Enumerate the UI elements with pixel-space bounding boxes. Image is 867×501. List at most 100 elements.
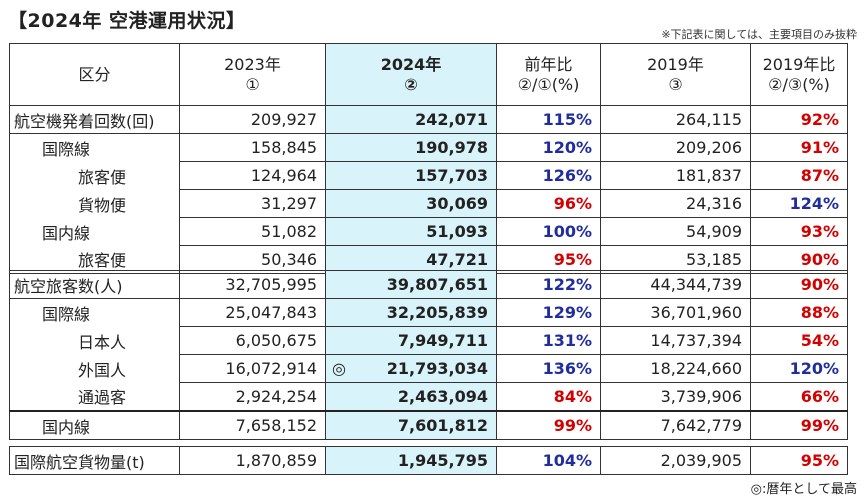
row-label: 貨物便: [9, 189, 180, 218]
row-label: 航空旅客数(人): [9, 270, 180, 299]
cell-2024: 157,703: [325, 161, 497, 190]
cell-yoy: 120%: [496, 133, 601, 162]
table-row: 通過客 2,924,254 2,463,094 84% 3,739,906 66…: [9, 382, 848, 412]
passengers-table: 航空旅客数(人) 32,705,995 39,807,651 122% 44,3…: [9, 270, 848, 440]
cell-2023: 32,705,995: [179, 270, 326, 299]
table-row: 国内線 7,658,152 7,601,812 99% 7,642,779 99…: [9, 410, 848, 440]
aircraft-movements-table: 区分 2023年 ① 2024年 ② 前年比 ②/①(%) 2019年 ③ 2019年比…: [9, 43, 848, 274]
cell-vs2019: 91%: [750, 133, 848, 162]
cell-2023: 31,297: [179, 189, 326, 218]
cell-2024: 7,949,711: [325, 326, 497, 355]
cell-vs2019: 66%: [750, 382, 848, 412]
cell-2019: 24,316: [600, 189, 751, 218]
cell-2023: 25,047,843: [179, 298, 326, 327]
cell-2024: 1,945,795: [325, 446, 497, 475]
cell-vs2019: 54%: [750, 326, 848, 355]
table-row: 貨物便 31,297 30,069 96% 24,316 124%: [9, 189, 848, 218]
cell-2023: 124,964: [179, 161, 326, 190]
cell-yoy: 122%: [496, 270, 601, 299]
table-row: 旅客便 124,964 157,703 126% 181,837 87%: [9, 161, 848, 190]
cell-vs2019: 88%: [750, 298, 848, 327]
header-row: 区分 2023年 ① 2024年 ② 前年比 ②/①(%) 2019年 ③ 2019年比…: [9, 43, 848, 106]
header-2023: 2023年 ①: [179, 43, 326, 106]
cell-2024: ◎ 21,793,034: [325, 354, 497, 383]
cell-2019: 14,737,394: [600, 326, 751, 355]
cell-yoy: 131%: [496, 326, 601, 355]
row-label: 航空機発着回数(回): [9, 105, 180, 134]
header-2019: 2019年 ③: [600, 43, 751, 106]
table-row: 航空旅客数(人) 32,705,995 39,807,651 122% 44,3…: [9, 270, 848, 299]
cell-2024: 30,069: [325, 189, 497, 218]
row-label: 国際線: [9, 133, 180, 162]
cell-yoy: 84%: [496, 382, 601, 412]
cell-2024: 39,807,651: [325, 270, 497, 299]
cell-yoy: 136%: [496, 354, 601, 383]
cell-2024: 32,205,839: [325, 298, 497, 327]
cell-yoy: 104%: [496, 446, 601, 475]
cell-2019: 209,206: [600, 133, 751, 162]
cell-yoy: 100%: [496, 217, 601, 246]
cell-2024: 51,093: [325, 217, 497, 246]
cell-2019: 264,115: [600, 105, 751, 134]
table-row: 国際線 25,047,843 32,205,839 129% 36,701,96…: [9, 298, 848, 327]
table-row: 外国人 16,072,914 ◎ 21,793,034 136% 18,224,6…: [9, 354, 848, 383]
cell-2023: 51,082: [179, 217, 326, 246]
cell-2023: 6,050,675: [179, 326, 326, 355]
table-row: 国内線 51,082 51,093 100% 54,909 93%: [9, 217, 848, 246]
cell-2019: 53,185: [600, 245, 751, 274]
cargo-table: 国際航空貨物量(t) 1,870,859 1,945,795 104% 2,03…: [9, 446, 848, 475]
cell-2019: 36,701,960: [600, 298, 751, 327]
row-label: 国際線: [9, 298, 180, 327]
header-category: 区分: [9, 43, 180, 106]
cell-vs2019: 90%: [750, 270, 848, 299]
row-label: 旅客便: [9, 245, 180, 274]
header-vs2019: 2019年比 ②/③(%): [750, 43, 848, 106]
cell-2023: 50,346: [179, 245, 326, 274]
cell-2023: 16,072,914: [179, 354, 326, 383]
cell-2024: 2,463,094: [325, 382, 497, 412]
table-row: 国際航空貨物量(t) 1,870,859 1,945,795 104% 2,03…: [9, 446, 848, 475]
cell-2024: 190,978: [325, 133, 497, 162]
row-label: 国際航空貨物量(t): [9, 446, 180, 475]
cell-2019: 54,909: [600, 217, 751, 246]
row-label: 国内線: [9, 217, 180, 246]
cell-2023: 2,924,254: [179, 382, 326, 412]
cell-vs2019: 93%: [750, 217, 848, 246]
cell-yoy: 96%: [496, 189, 601, 218]
table-note: ※下記表に関しては、主要項目のみ抜粋: [661, 28, 857, 41]
cell-vs2019: 87%: [750, 161, 848, 190]
cell-vs2019: 95%: [750, 446, 848, 475]
cell-vs2019: 124%: [750, 189, 848, 218]
cell-vs2019: 120%: [750, 354, 848, 383]
cell-2024: 242,071: [325, 105, 497, 134]
cell-2019: 44,344,739: [600, 270, 751, 299]
footnote: ◎:暦年として最高: [750, 482, 857, 497]
record-mark: ◎: [332, 359, 346, 378]
row-label: 日本人: [9, 326, 180, 355]
table-row: 日本人 6,050,675 7,949,711 131% 14,737,394 …: [9, 326, 848, 355]
cell-2019: 7,642,779: [600, 410, 751, 440]
cell-2024: 47,721: [325, 245, 497, 274]
page-title: 【2024年 空港運用状況】: [8, 10, 246, 32]
cell-yoy: 99%: [496, 410, 601, 440]
cell-2023: 209,927: [179, 105, 326, 134]
row-label: 外国人: [9, 354, 180, 383]
cell-2023: 7,658,152: [179, 410, 326, 440]
header-2024: 2024年 ②: [325, 43, 497, 106]
table-row: 航空機発着回数(回) 209,927 242,071 115% 264,115 …: [9, 105, 848, 134]
row-label: 旅客便: [9, 161, 180, 190]
cell-2019: 18,224,660: [600, 354, 751, 383]
table-row: 旅客便 50,346 47,721 95% 53,185 90%: [9, 245, 848, 274]
cell-vs2019: 92%: [750, 105, 848, 134]
cell-2019: 181,837: [600, 161, 751, 190]
row-label: 国内線: [9, 410, 180, 440]
cell-yoy: 129%: [496, 298, 601, 327]
cell-2023: 1,870,859: [179, 446, 326, 475]
cell-2024: 7,601,812: [325, 410, 497, 440]
cell-2019: 3,739,906: [600, 382, 751, 412]
cell-yoy: 115%: [496, 105, 601, 134]
table-row: 国際線 158,845 190,978 120% 209,206 91%: [9, 133, 848, 162]
cell-yoy: 126%: [496, 161, 601, 190]
cell-2019: 2,039,905: [600, 446, 751, 475]
cell-vs2019: 99%: [750, 410, 848, 440]
